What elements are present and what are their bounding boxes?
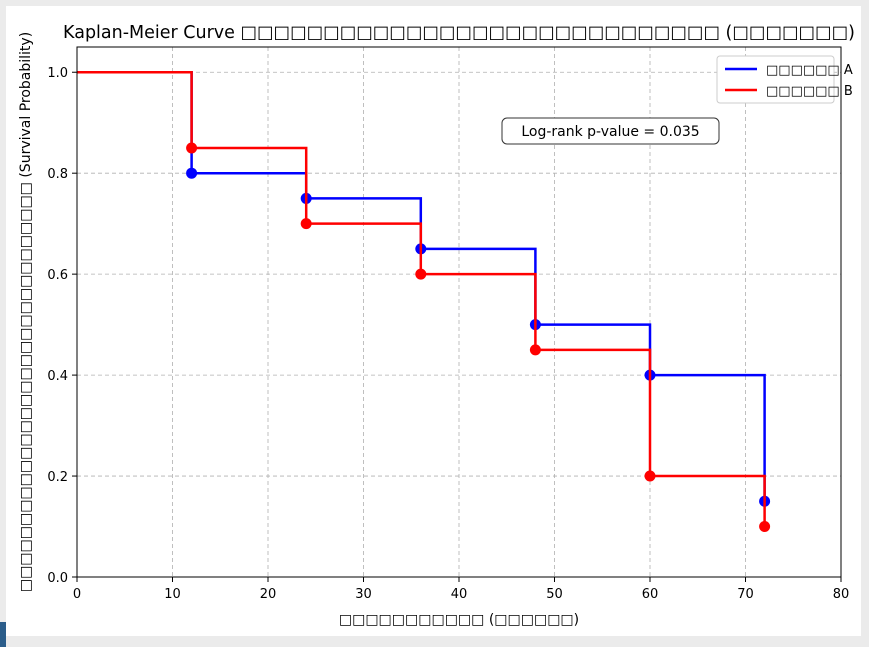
y-tick-label: 0.2 <box>47 470 68 485</box>
x-tick-label: 30 <box>355 587 372 602</box>
legend-label-group-a: □□□□□□ A <box>766 63 853 78</box>
legend: □□□□□□ A □□□□□□ B <box>716 55 853 104</box>
annotation-box: Log-rank p-value = 0.035 <box>501 117 720 145</box>
series-layer <box>77 70 771 533</box>
ticks: 0 10 20 30 40 50 60 70 80 0.0 0.2 0.4 0.6 0.8 1.0 <box>47 66 849 602</box>
x-tick-label: 20 <box>260 587 277 602</box>
legend-label-group-b: □□□□□□ B <box>766 84 853 99</box>
y-tick-label: 0.6 <box>47 268 68 283</box>
log-rank-annotation: Log-rank p-value = 0.035 <box>521 124 699 140</box>
series-point-1 <box>415 268 427 280</box>
x-axis-label: □□□□□□□□□□□ (□□□□□□) <box>339 612 579 628</box>
y-tick-label: 0.8 <box>47 167 68 182</box>
series-point-1 <box>300 218 312 230</box>
x-tick-label: 0 <box>73 587 81 602</box>
x-tick-label: 10 <box>164 587 181 602</box>
edge-tab <box>0 622 6 647</box>
series-point-1 <box>644 470 656 482</box>
y-tick-label: 0.4 <box>47 369 68 384</box>
y-tick-label: 1.0 <box>47 66 68 81</box>
x-tick-label: 70 <box>737 587 754 602</box>
x-tick-label: 60 <box>642 587 659 602</box>
y-tick-label: 0.0 <box>47 571 68 586</box>
series-group-1 <box>77 70 771 533</box>
series-point-1 <box>529 344 541 356</box>
x-tick-label: 80 <box>833 587 850 602</box>
chart-title: Kaplan-Meier Curve □□□□□□□□□□□□□□□□□□□□□… <box>63 23 855 43</box>
y-axis-label: □□□□□□□□□□□□□□□□□□□□□□□□□□□□□□□ (Surviva… <box>18 32 34 592</box>
figure-frame <box>6 6 861 636</box>
series-point-1 <box>186 142 198 154</box>
x-tick-label: 40 <box>451 587 468 602</box>
x-tick-label: 50 <box>546 587 563 602</box>
series-point-1 <box>759 521 771 533</box>
series-point-0 <box>186 167 198 179</box>
grid <box>77 47 841 577</box>
plot-area-frame <box>76 46 842 578</box>
